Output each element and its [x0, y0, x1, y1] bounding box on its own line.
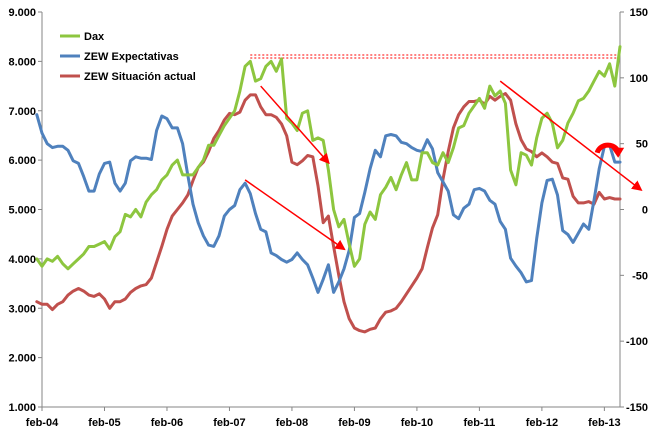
series-layer	[35, 45, 622, 334]
y-right-tick-label: -150	[626, 402, 648, 414]
x-tick-label: feb-07	[213, 417, 245, 429]
y-right-tick-label: 100	[630, 73, 648, 85]
legend: Dax ZEW Expectativas ZEW Situación actual	[60, 31, 196, 83]
y-left-tick-label: 1.000	[8, 402, 36, 414]
x-tick-label: feb-06	[151, 417, 183, 429]
axes: 1.000 2.000 3.000 4.000 5.000 6.000 7.000 8.000…	[8, 7, 648, 429]
y-left-tick-label: 5.000	[8, 205, 36, 217]
y-left-tick-label: 8.000	[8, 56, 36, 68]
legend-label: ZEW Situación actual	[84, 71, 196, 83]
y-right-tick-label: 150	[630, 7, 648, 19]
annotation-layer	[244, 80, 643, 251]
y-left-tick-label: 2.000	[8, 353, 36, 365]
x-tick-label: feb-10	[401, 417, 433, 429]
y-left-tick-label: 9.000	[8, 7, 36, 19]
x-tick-label: feb-09	[338, 417, 370, 429]
legend-label: Dax	[84, 31, 105, 43]
trend-arrow	[260, 85, 330, 165]
y-right-tick-label: 50	[636, 139, 648, 151]
x-tick-label: feb-08	[276, 417, 308, 429]
curved-arrow-head	[611, 147, 625, 158]
trend-arrow	[244, 179, 346, 251]
trend-arrow	[499, 80, 643, 192]
x-tick-label: feb-05	[88, 417, 120, 429]
y-right-tick-label: -100	[626, 336, 648, 348]
series-line-1	[35, 113, 622, 294]
y-left-tick-label: 6.000	[8, 155, 36, 167]
reference-line-layer	[250, 54, 620, 59]
y-left-tick-label: 4.000	[8, 254, 36, 266]
y-right-tick-label: 0	[642, 205, 648, 217]
y-left-tick-label: 3.000	[8, 303, 36, 315]
y-right-tick-label: -50	[632, 270, 648, 282]
y-left-tick-label: 7.000	[8, 106, 36, 118]
x-tick-label: feb-04	[26, 417, 59, 429]
legend-label: ZEW Expectativas	[84, 51, 179, 63]
x-tick-label: feb-11	[464, 417, 496, 429]
series-line-0	[35, 45, 622, 271]
series-line-2	[35, 92, 622, 334]
x-tick-label: feb-13	[588, 417, 620, 429]
x-tick-label: feb-12	[526, 417, 558, 429]
